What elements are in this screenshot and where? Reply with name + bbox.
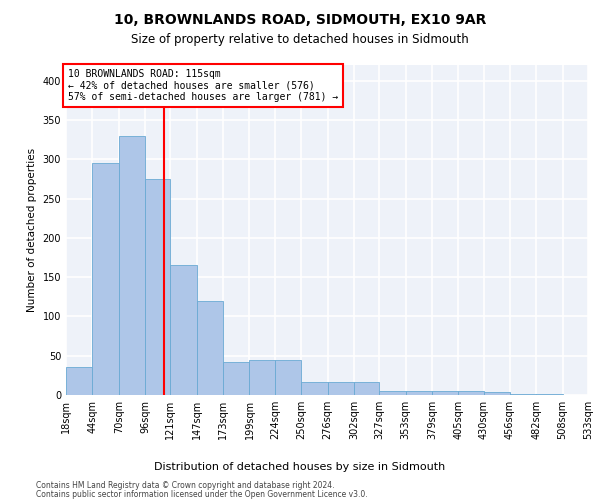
Bar xyxy=(66,366,92,395)
Bar xyxy=(406,391,432,395)
Bar xyxy=(250,360,275,395)
Bar xyxy=(119,136,145,395)
Text: Size of property relative to detached houses in Sidmouth: Size of property relative to detached ho… xyxy=(131,32,469,46)
Bar xyxy=(197,300,223,395)
Bar xyxy=(379,391,406,395)
Bar xyxy=(432,391,458,395)
Text: Contains HM Land Registry data © Crown copyright and database right 2024.: Contains HM Land Registry data © Crown c… xyxy=(36,481,335,490)
Bar xyxy=(510,394,536,395)
Bar xyxy=(301,382,328,395)
Text: Contains public sector information licensed under the Open Government Licence v3: Contains public sector information licen… xyxy=(36,490,368,499)
Bar xyxy=(536,394,563,395)
Bar xyxy=(458,391,484,395)
Text: 10, BROWNLANDS ROAD, SIDMOUTH, EX10 9AR: 10, BROWNLANDS ROAD, SIDMOUTH, EX10 9AR xyxy=(114,12,486,26)
Bar xyxy=(223,362,250,395)
Bar xyxy=(354,382,379,395)
Text: 10 BROWNLANDS ROAD: 115sqm
← 42% of detached houses are smaller (576)
57% of sem: 10 BROWNLANDS ROAD: 115sqm ← 42% of deta… xyxy=(68,69,338,102)
Bar xyxy=(275,360,301,395)
Bar xyxy=(328,382,354,395)
Y-axis label: Number of detached properties: Number of detached properties xyxy=(27,148,37,312)
Bar xyxy=(170,266,197,395)
Bar xyxy=(92,163,119,395)
Bar xyxy=(145,179,170,395)
Bar xyxy=(484,392,510,395)
Text: Distribution of detached houses by size in Sidmouth: Distribution of detached houses by size … xyxy=(154,462,446,472)
